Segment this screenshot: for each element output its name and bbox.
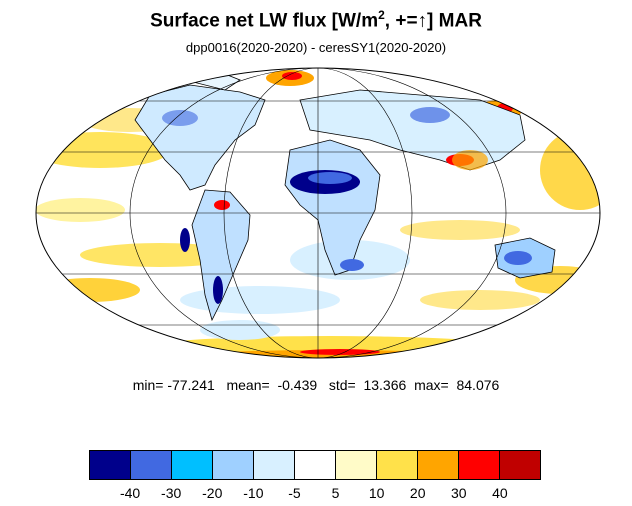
stat-min: -77.241 bbox=[167, 377, 215, 393]
colorbar-segment bbox=[336, 451, 377, 479]
colorbar-tick-label: 10 bbox=[368, 485, 385, 501]
colorbar-labels: -40 -30 -20 -10 -5 5 10 20 30 40 bbox=[89, 485, 541, 503]
stats-line: min= -77.241 mean= -0.439 std= 13.366 ma… bbox=[132, 377, 500, 393]
colorbar-tick-label: -40 bbox=[119, 485, 141, 501]
anomaly-cores bbox=[162, 107, 532, 304]
colorbar-tick-label: 30 bbox=[451, 485, 467, 501]
colorbar-segment bbox=[131, 451, 172, 479]
plot-title: Surface net LW flux [W/m2, +=↑] MAR bbox=[150, 8, 482, 32]
stat-std: 13.366 bbox=[363, 377, 407, 393]
stat-mean: -0.439 bbox=[277, 377, 318, 393]
colorbar-segment bbox=[213, 451, 254, 479]
colorbar bbox=[89, 450, 541, 480]
colorbar-segment bbox=[377, 451, 418, 479]
stat-max: 84.076 bbox=[456, 377, 500, 393]
plot-subtitle: dpp0016(2020-2020) - ceresSY1(2020-2020) bbox=[185, 40, 447, 55]
map-outline bbox=[35, 67, 601, 359]
colorbar-tick-label: 20 bbox=[409, 485, 426, 501]
colorbar-tick-label: 40 bbox=[492, 485, 508, 501]
colorbar-segment bbox=[459, 451, 500, 479]
colorbar-segment bbox=[90, 451, 131, 479]
colorbar-segment bbox=[254, 451, 295, 479]
colorbar-segment bbox=[500, 451, 540, 479]
colorbar-tick-label: -30 bbox=[161, 485, 182, 501]
colorbar-tick-label: -5 bbox=[288, 485, 301, 501]
colorbar-segment bbox=[172, 451, 213, 479]
colorbar-segment bbox=[295, 451, 336, 479]
colorbar-tick-label: -10 bbox=[243, 485, 264, 501]
colorbar-tick-label: 5 bbox=[331, 485, 340, 501]
colorbar-tick-label: -20 bbox=[202, 485, 223, 501]
colorbar-segment bbox=[418, 451, 459, 479]
